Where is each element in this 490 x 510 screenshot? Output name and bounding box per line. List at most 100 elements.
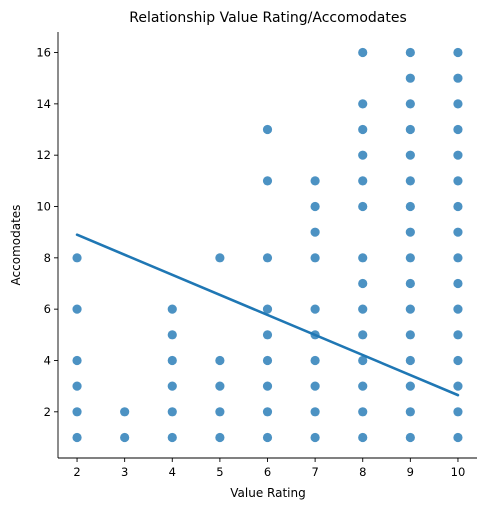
scatter-point (358, 150, 368, 160)
scatter-point (310, 253, 320, 263)
scatter-point (358, 432, 368, 443)
x-tick-label: 5 (216, 465, 223, 479)
scatter-point (453, 330, 463, 340)
y-ticks: 2 4 6 8 10 12 14 16 (36, 46, 58, 419)
scatter-point (405, 355, 415, 366)
scatter-point (405, 432, 415, 443)
scatter-point (262, 330, 273, 340)
scatter-point (453, 99, 463, 109)
scatter-point (453, 73, 463, 83)
scatter-point (215, 355, 225, 366)
scatter-point (310, 355, 320, 366)
scatter-point (120, 407, 130, 417)
scatter-point (72, 432, 82, 443)
scatter-point (405, 150, 415, 160)
scatter-point (262, 304, 273, 314)
scatter-point (405, 330, 415, 340)
scatter-point (453, 124, 463, 135)
scatter-point (358, 381, 368, 391)
scatter-point (167, 355, 177, 366)
scatter-point (405, 47, 415, 58)
scatter-point (215, 381, 225, 391)
scatter-point (310, 201, 320, 212)
scatter-point (405, 201, 415, 212)
scatter-point (453, 176, 463, 186)
scatter-point (405, 73, 415, 83)
scatter-point (310, 227, 320, 237)
scatter-point (358, 278, 368, 289)
y-tick-label: 6 (44, 302, 51, 316)
y-tick-label: 8 (44, 251, 51, 265)
scatter-point (72, 304, 82, 314)
scatter-point (167, 330, 177, 340)
scatter-point (215, 407, 225, 417)
scatter-point (215, 432, 225, 443)
x-tick-label: 7 (311, 465, 318, 479)
scatter-point (453, 47, 463, 58)
scatter-point (358, 99, 368, 109)
scatter-point (310, 176, 320, 186)
scatter-point (405, 253, 415, 263)
scatter-point (72, 253, 82, 263)
scatter-point (453, 227, 463, 237)
x-axis-label: Value Rating (230, 486, 305, 500)
y-tick-label: 2 (44, 405, 51, 419)
scatter-point (262, 407, 273, 417)
scatter-point (405, 124, 415, 135)
scatter-point (120, 432, 130, 443)
points-layer (72, 47, 463, 443)
scatter-point (215, 253, 225, 263)
scatter-point (358, 176, 368, 186)
scatter-point (310, 304, 320, 314)
x-tick-label: 6 (264, 465, 271, 479)
x-tick-label: 3 (121, 465, 128, 479)
scatter-point (310, 432, 320, 443)
scatter-point (262, 432, 273, 443)
scatter-point (167, 432, 177, 443)
scatter-point (167, 381, 177, 391)
x-tick-label: 4 (169, 465, 176, 479)
scatter-point (358, 407, 368, 417)
scatter-point (358, 47, 368, 58)
scatter-point (453, 201, 463, 212)
regression-line (75, 233, 460, 397)
scatter-point (358, 253, 368, 263)
x-tick-label: 9 (407, 465, 414, 479)
scatter-point (453, 304, 463, 314)
scatter-point (72, 407, 82, 417)
y-tick-label: 16 (36, 46, 51, 60)
scatter-point (262, 176, 273, 186)
scatter-point (262, 381, 273, 391)
scatter-point (405, 99, 415, 109)
scatter-point (405, 407, 415, 417)
y-tick-label: 12 (36, 148, 51, 162)
x-tick-label: 2 (73, 465, 80, 479)
scatter-point (358, 304, 368, 314)
scatter-point (167, 304, 177, 314)
scatter-point (453, 355, 463, 366)
scatter-point (262, 253, 273, 263)
scatter-point (405, 227, 415, 237)
scatter-point (453, 253, 463, 263)
scatter-point (453, 381, 463, 391)
scatter-point (453, 150, 463, 160)
chart-title: Relationship Value Rating/Accomodates (129, 10, 407, 26)
x-ticks: 2 3 4 5 6 7 8 9 10 (73, 458, 465, 479)
scatter-point (453, 432, 463, 443)
scatter-point (358, 330, 368, 340)
scatter-point (405, 278, 415, 289)
scatter-point (72, 355, 82, 366)
x-tick-label: 8 (359, 465, 366, 479)
scatter-point (262, 124, 273, 135)
scatter-point (310, 381, 320, 391)
scatter-point (405, 304, 415, 314)
scatter-point (405, 381, 415, 391)
x-tick-label: 10 (451, 465, 466, 479)
scatter-point (262, 355, 273, 366)
scatter-point (310, 407, 320, 417)
scatter-point (358, 124, 368, 135)
y-tick-label: 4 (44, 353, 51, 367)
regression-layer (75, 233, 460, 397)
y-axis-label: Accomodates (9, 205, 23, 286)
